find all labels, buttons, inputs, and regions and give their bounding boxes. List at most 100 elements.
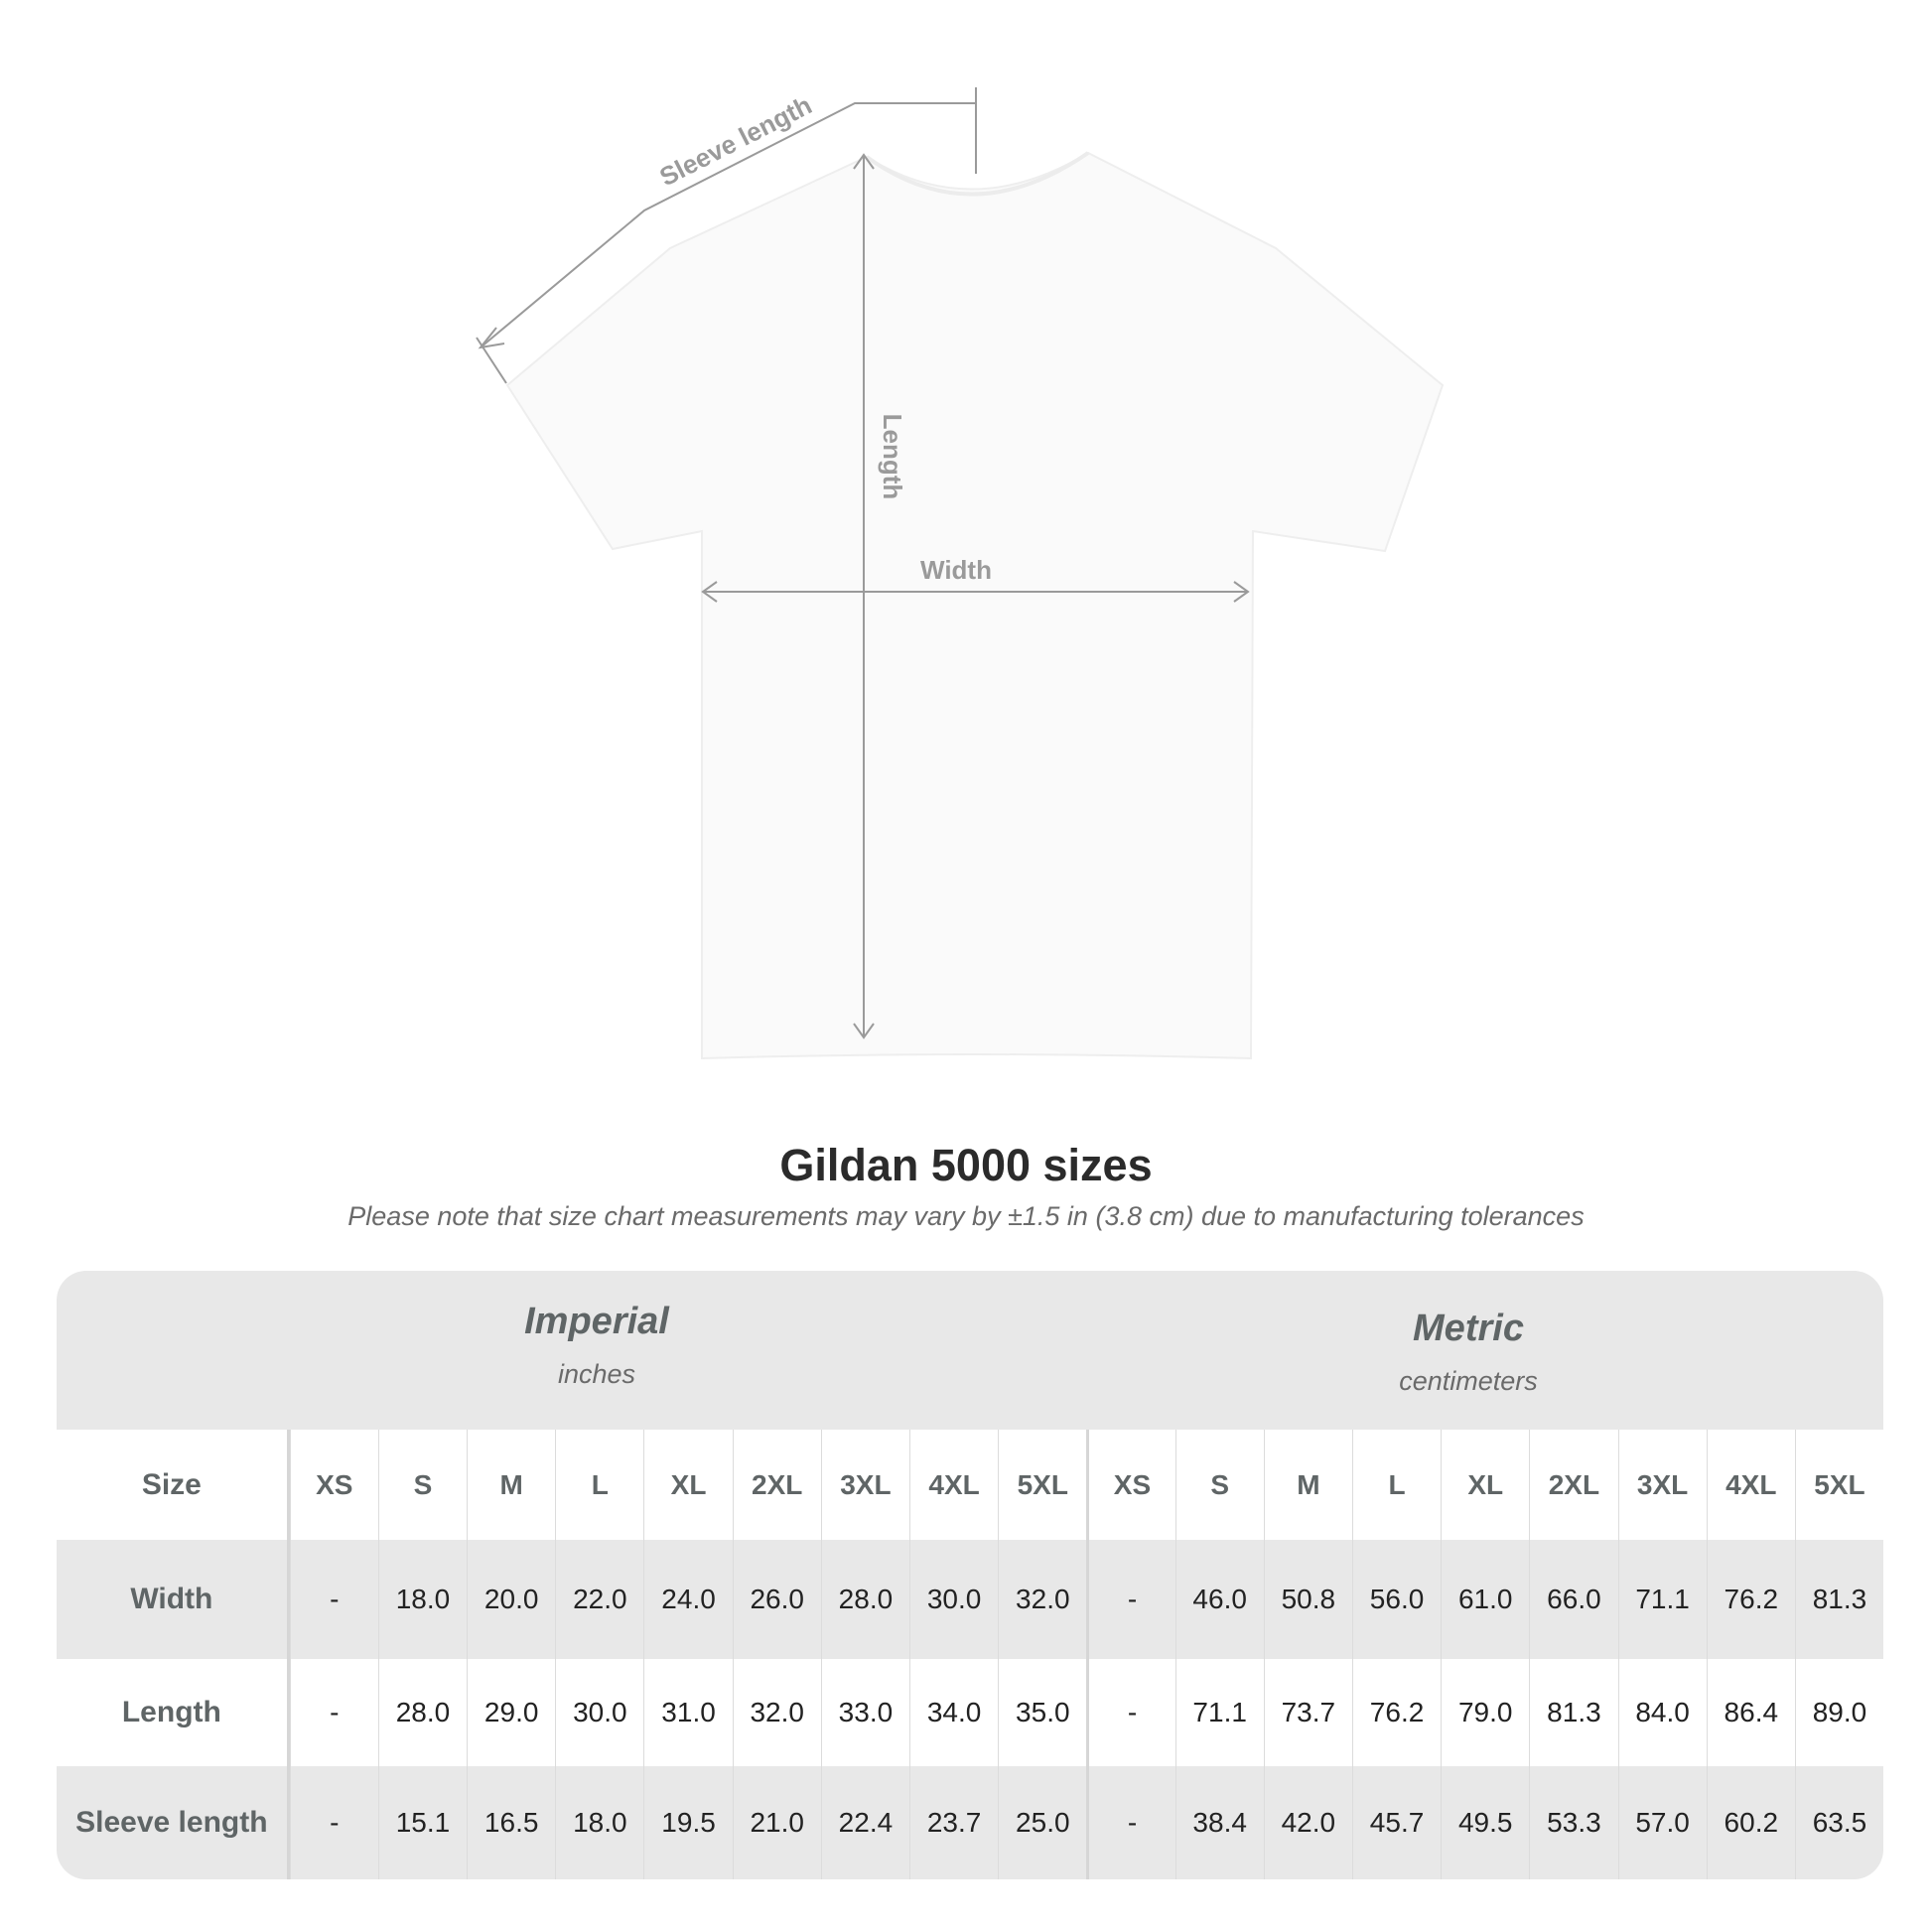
- metric-size-2xl: 2XL: [1529, 1430, 1617, 1540]
- imperial-title: Imperial: [524, 1301, 669, 1342]
- metric-value-cell: 57.0: [1617, 1766, 1707, 1879]
- metric-unit: centimeters: [1399, 1366, 1538, 1396]
- imperial-value-cell: 35.0: [998, 1659, 1086, 1766]
- imperial-size-l: L: [555, 1430, 643, 1540]
- metric-value-cell: 61.0: [1441, 1540, 1529, 1659]
- metric-size-xl: XL: [1441, 1430, 1529, 1540]
- metric-value-cell: 79.0: [1441, 1659, 1529, 1766]
- size-header-row: Size XS S M L XL 2XL 3XL 4XL 5XL XS S M L XL 2XL 3XL 4XL 5…: [57, 1430, 1883, 1540]
- tolerance-note: Please note that size chart measurements…: [347, 1201, 1585, 1231]
- metric-size-5xl: 5XL: [1794, 1430, 1883, 1540]
- metric-value-cell: 50.8: [1263, 1540, 1352, 1659]
- imperial-unit: inches: [557, 1359, 636, 1389]
- imperial-value-cell: 29.0: [467, 1659, 555, 1766]
- imperial-size-2xl: 2XL: [732, 1430, 821, 1540]
- metric-value-cell: 71.1: [1617, 1540, 1707, 1659]
- metric-value-cell: 73.7: [1263, 1659, 1352, 1766]
- imperial-value-cell: 31.0: [643, 1659, 732, 1766]
- imperial-value-cell: 19.5: [643, 1766, 732, 1879]
- imperial-value-cell: 28.0: [377, 1659, 467, 1766]
- length-arrow-top: [853, 153, 875, 170]
- imperial-size-xs: XS: [289, 1430, 378, 1540]
- imperial-value-cell: 15.1: [377, 1766, 467, 1879]
- metric-size-3xl: 3XL: [1617, 1430, 1707, 1540]
- imperial-value-cell: 24.0: [643, 1540, 732, 1659]
- metric-value-cell: 71.1: [1174, 1659, 1264, 1766]
- page-title: Gildan 5000 sizes: [779, 1140, 1153, 1190]
- metric-title: Metric: [1413, 1308, 1524, 1349]
- metric-value-cell: 86.4: [1706, 1659, 1795, 1766]
- sleeve-arrow-head: [478, 327, 505, 349]
- metric-value-cell: 76.2: [1351, 1659, 1441, 1766]
- imperial-value-cell: 30.0: [909, 1540, 998, 1659]
- length-label: Length: [878, 414, 907, 500]
- metric-size-m: M: [1263, 1430, 1352, 1540]
- row-label: Sleeve length: [57, 1766, 290, 1879]
- imperial-value-cell: -: [289, 1659, 378, 1766]
- metric-value-cell: 81.3: [1794, 1540, 1883, 1659]
- size-table: Imperial inches Metric centimeters Size X…: [57, 1271, 1883, 1879]
- imperial-size-5xl: 5XL: [998, 1430, 1086, 1540]
- unit-header-band: Imperial inches Metric centimeters: [57, 1271, 1883, 1430]
- imperial-value-cell: 20.0: [467, 1540, 555, 1659]
- imperial-value-cell: 25.0: [998, 1766, 1086, 1879]
- metric-value-cell: 49.5: [1441, 1766, 1529, 1879]
- imperial-size-4xl: 4XL: [909, 1430, 998, 1540]
- length-arrow-bottom: [853, 1023, 875, 1039]
- metric-value-cell: 60.2: [1706, 1766, 1795, 1879]
- imperial-value-cell: 28.0: [820, 1540, 909, 1659]
- imperial-value-cell: 30.0: [555, 1659, 643, 1766]
- metric-value-cell: -: [1086, 1659, 1174, 1766]
- width-arrow-right: [1233, 581, 1250, 603]
- metric-value-cell: 84.0: [1617, 1659, 1707, 1766]
- imperial-value-cell: -: [289, 1540, 378, 1659]
- metric-value-cell: 76.2: [1706, 1540, 1795, 1659]
- metric-header: Metric centimeters: [1220, 1308, 1717, 1397]
- imperial-value-cell: -: [289, 1766, 378, 1879]
- imperial-value-cell: 26.0: [732, 1540, 821, 1659]
- tshirt-shape: [505, 151, 1445, 1060]
- imperial-size-s: S: [377, 1430, 467, 1540]
- imperial-value-cell: 33.0: [820, 1659, 909, 1766]
- size-column-header: Size: [57, 1430, 290, 1540]
- metric-value-cell: 81.3: [1529, 1659, 1617, 1766]
- imperial-value-cell: 34.0: [909, 1659, 998, 1766]
- collar: [865, 151, 1090, 197]
- table-row: Sleeve length -15.1 16.5 18.0 19.5 21.0 22.4 23…: [57, 1766, 1883, 1879]
- imperial-size-xl: XL: [643, 1430, 732, 1540]
- metric-value-cell: 53.3: [1529, 1766, 1617, 1879]
- imperial-value-cell: 32.0: [998, 1540, 1086, 1659]
- metric-value-cell: -: [1086, 1540, 1174, 1659]
- metric-size-s: S: [1174, 1430, 1264, 1540]
- imperial-value-cell: 22.4: [820, 1766, 909, 1879]
- metric-size-4xl: 4XL: [1706, 1430, 1795, 1540]
- metric-value-cell: -: [1086, 1766, 1174, 1879]
- imperial-value-cell: 32.0: [732, 1659, 821, 1766]
- imperial-value-cell: 18.0: [555, 1766, 643, 1879]
- tshirt-diagram: Sleeve length Length Width: [476, 87, 1445, 1060]
- sleeve-label: Sleeve length: [654, 90, 816, 193]
- metric-size-l: L: [1351, 1430, 1441, 1540]
- row-label: Width: [57, 1540, 290, 1659]
- metric-value-cell: 38.4: [1174, 1766, 1264, 1879]
- width-arrow-left: [701, 581, 718, 603]
- imperial-value-cell: 16.5: [467, 1766, 555, 1879]
- width-label: Width: [920, 555, 992, 585]
- imperial-header: Imperial inches: [348, 1301, 845, 1390]
- table-row: Length -28.0 29.0 30.0 31.0 32.0 33.0 34.0 35.0-…: [57, 1659, 1883, 1766]
- table-row: Width -18.0 20.0 22.0 24.0 26.0 28.0 30.0 32.0-4…: [57, 1540, 1883, 1659]
- metric-value-cell: 45.7: [1351, 1766, 1441, 1879]
- imperial-value-cell: 23.7: [909, 1766, 998, 1879]
- imperial-value-cell: 21.0: [732, 1766, 821, 1879]
- imperial-value-cell: 22.0: [555, 1540, 643, 1659]
- metric-value-cell: 89.0: [1794, 1659, 1883, 1766]
- sleeve-measure-line: [480, 102, 976, 348]
- imperial-size-3xl: 3XL: [820, 1430, 909, 1540]
- metric-value-cell: 56.0: [1351, 1540, 1441, 1659]
- metric-value-cell: 63.5: [1794, 1766, 1883, 1879]
- row-label: Length: [57, 1659, 290, 1766]
- imperial-size-m: M: [467, 1430, 555, 1540]
- metric-value-cell: 66.0: [1529, 1540, 1617, 1659]
- imperial-value-cell: 18.0: [377, 1540, 467, 1659]
- metric-value-cell: 42.0: [1263, 1766, 1352, 1879]
